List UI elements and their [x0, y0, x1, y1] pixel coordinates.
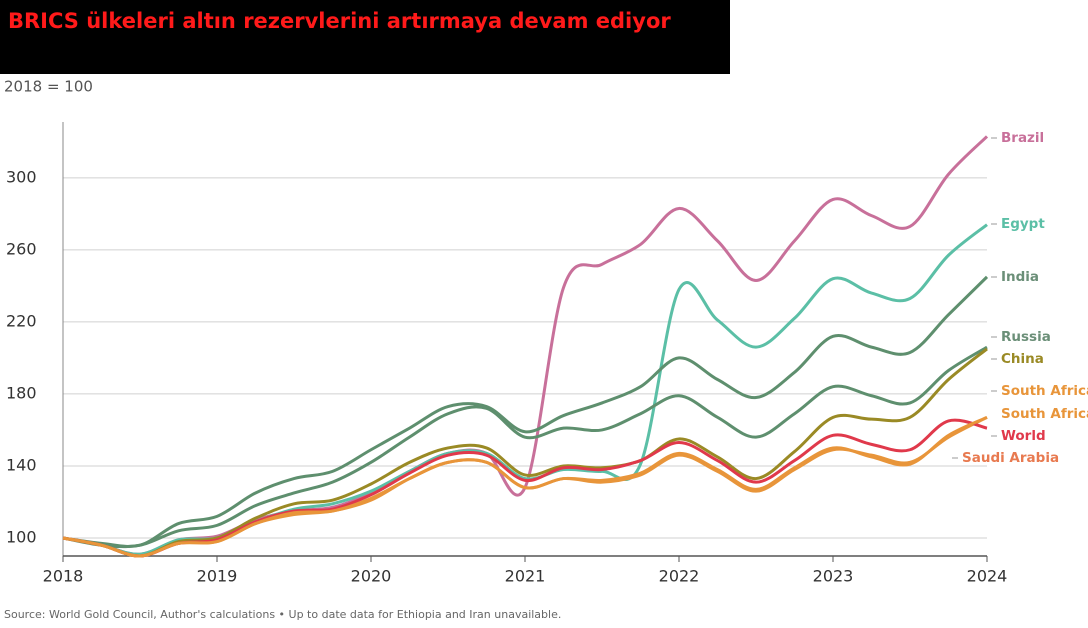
legend-label: India	[1001, 269, 1039, 285]
x-tick-label: 2024	[967, 567, 1008, 586]
x-tick-label: 2020	[351, 567, 392, 586]
legend-label: Saudi Arabia	[962, 450, 1059, 466]
legend-label: Egypt	[1001, 216, 1045, 232]
series-line	[62, 135, 989, 556]
y-tick-label: 260	[6, 239, 37, 258]
x-tick-label: 2018	[43, 567, 84, 586]
chart-title: BRICS ülkeleri altın rezervlerini artırm…	[8, 9, 671, 33]
y-tick-label: 220	[6, 311, 37, 330]
subtitle: 2018 = 100	[4, 78, 93, 96]
series-line	[62, 223, 988, 556]
legend-label: Russia	[1001, 329, 1051, 345]
legend-label: China	[1001, 351, 1044, 367]
annotation: South Africa	[1001, 406, 1088, 422]
legend-label: World	[1001, 428, 1046, 444]
y-tick-label: 180	[6, 383, 37, 402]
legend-label: Brazil	[1001, 130, 1044, 146]
x-tick-label: 2021	[505, 567, 546, 586]
title-band	[0, 0, 730, 74]
series-line	[62, 345, 988, 549]
series-line	[62, 347, 988, 558]
x-tick-label: 2019	[197, 567, 238, 586]
series-line	[62, 415, 988, 558]
source: Source: World Gold Council, Author's cal…	[4, 608, 561, 621]
y-tick-label: 100	[6, 527, 37, 546]
x-tick-label: 2022	[659, 567, 700, 586]
y-tick-label: 300	[6, 167, 37, 186]
legend-label: South Africa	[1001, 383, 1088, 399]
x-tick-label: 2023	[813, 567, 854, 586]
y-tick-label: 140	[6, 455, 37, 474]
series-line	[62, 275, 989, 548]
series-line	[62, 418, 988, 558]
